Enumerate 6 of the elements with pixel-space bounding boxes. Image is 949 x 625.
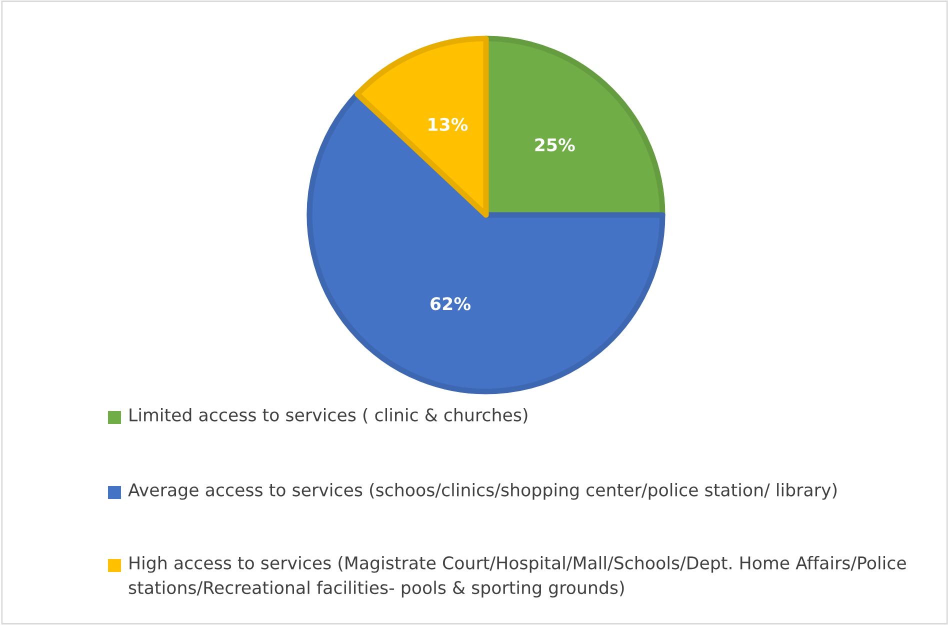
data-label: 25% xyxy=(535,138,575,152)
data-label: 13% xyxy=(428,118,468,131)
data-label: 62% xyxy=(430,297,470,310)
legend-label: Limited access to services ( clinic & churches) xyxy=(130,408,528,424)
legend-label: High access to services (Magistrate Court/Hospital/Mall/Schools/Dept. Home Affairs/Police stations/Recreational facilities- pools & sporting grounds) xyxy=(128,556,906,598)
legend-label: Average access to services (schoos/clinics/shopping center/police station/ library) xyxy=(128,483,837,500)
